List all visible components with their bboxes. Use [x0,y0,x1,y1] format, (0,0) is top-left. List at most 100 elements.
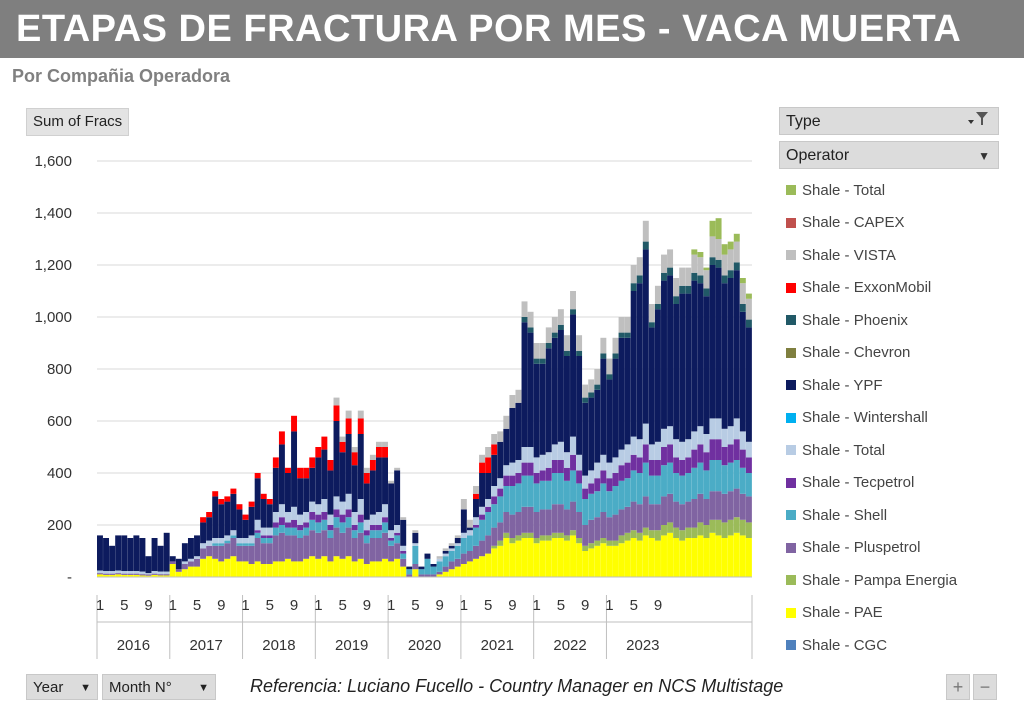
bar-segment [139,575,146,577]
bar-segment [351,538,358,562]
bar-segment [618,465,625,481]
bar-segment [727,462,734,492]
bar-segment [588,493,595,520]
bar-segment [297,514,304,525]
bar-segment [297,538,304,562]
legend-item[interactable]: Shale - Shell [786,499,1022,532]
value-field-button[interactable]: Sum of Fracs [26,108,130,136]
zoom-in-button[interactable]: + [946,674,970,700]
bar-segment [382,558,388,577]
bar-segment [612,540,619,546]
bar-segment [254,532,261,538]
legend-item[interactable]: Shale - Total [786,434,1022,467]
bar-segment [624,532,631,541]
legend-item[interactable]: Shale - Phoenix [786,304,1022,337]
bar-segment [636,473,643,505]
bar-segment [491,454,498,486]
legend-item[interactable]: Shale - PAE [786,597,1022,630]
bar-segment [630,501,637,531]
bar-segment [369,470,376,515]
legend-item[interactable]: Shale - CGC [786,629,1022,662]
bar-segment [218,545,225,562]
bar-segment [266,564,273,577]
bar-segment [485,553,492,577]
bar-segment [697,275,704,284]
bar-segment [685,473,692,502]
bar-segment [139,538,146,572]
bar-segment [745,538,752,577]
bar-segment [539,509,546,536]
bar-segment [557,324,564,330]
legend-item[interactable]: Shale - Pluspetrol [786,532,1022,565]
legend-item[interactable]: Shale - YPF [786,369,1022,402]
legend-item[interactable]: Shale - CAPEX [786,207,1022,240]
bar-segment [600,337,607,354]
month-tick-label: 1 [460,597,468,614]
bar-segment [539,343,546,359]
type-filter-button[interactable]: Type [779,107,999,135]
month-field-label: Month N° [109,679,172,696]
bar-segment [145,575,152,577]
bar-segment [636,257,643,276]
bar-segment [576,454,583,471]
bar-segment [181,543,188,562]
bar-segment [133,535,140,572]
bar-segment [654,304,661,310]
bar-segment [721,447,728,466]
legend-item[interactable]: Shale - ExxonMobil [786,272,1022,305]
legend-label: Shale - Total [802,441,886,459]
bar-segment [351,452,358,466]
bar-segment [679,540,686,577]
bar-segment [315,447,322,458]
legend-item[interactable]: Shale - VISTA [786,239,1022,272]
bar-segment [460,553,467,564]
bar-segment [527,475,534,507]
bar-segment [642,535,649,577]
bar-segment [285,527,291,536]
operator-filter-button[interactable]: Operator ▼ [779,141,999,169]
bar-segment [661,535,667,577]
bar-segment [576,538,583,544]
legend-item[interactable]: Shale - Wintershall [786,402,1022,435]
bar-segment [345,434,352,494]
legend-item[interactable]: Shale - Tecpetrol [786,467,1022,500]
bar-segment [739,283,746,304]
operator-filter-label: Operator [786,147,850,164]
bar-segment [218,504,225,538]
legend-swatch [786,282,796,293]
legend-item[interactable]: Shale - Pampa Energia [786,564,1022,597]
bar-segment [691,254,698,273]
year-field-button[interactable]: Year ▼ [26,674,98,700]
bar-segment [745,293,752,299]
zoom-out-button[interactable]: − [973,674,997,700]
bar-segment [254,519,261,531]
legend-item[interactable]: Shale - Chevron [786,337,1022,370]
bar-segment [533,358,540,364]
bar-segment [145,556,152,574]
bar-segment [473,527,479,546]
bar-segment [345,493,352,510]
bar-segment [151,538,158,572]
bar-segment [588,519,595,544]
legend-item[interactable]: Shale - Total [786,174,1022,207]
bar-segment [327,470,334,515]
bar-segment [588,548,595,577]
bar-segment [145,573,152,575]
bar-segment [157,575,164,577]
bar-segment [612,358,619,458]
bar-segment [612,337,619,354]
bar-segment [339,441,346,453]
month-field-button[interactable]: Month N° ▼ [102,674,216,700]
bar-segment [733,517,740,533]
bar-segment [600,483,607,512]
bar-segment [527,506,534,533]
bar-segment [642,496,649,528]
bar-segment [321,449,328,499]
bar-segment [436,571,443,575]
bar-segment [527,532,534,538]
bar-segment [309,530,316,557]
bar-segment [363,530,370,536]
bar-segment [539,480,546,510]
bar-segment [212,558,219,577]
bar-segment [533,512,540,538]
